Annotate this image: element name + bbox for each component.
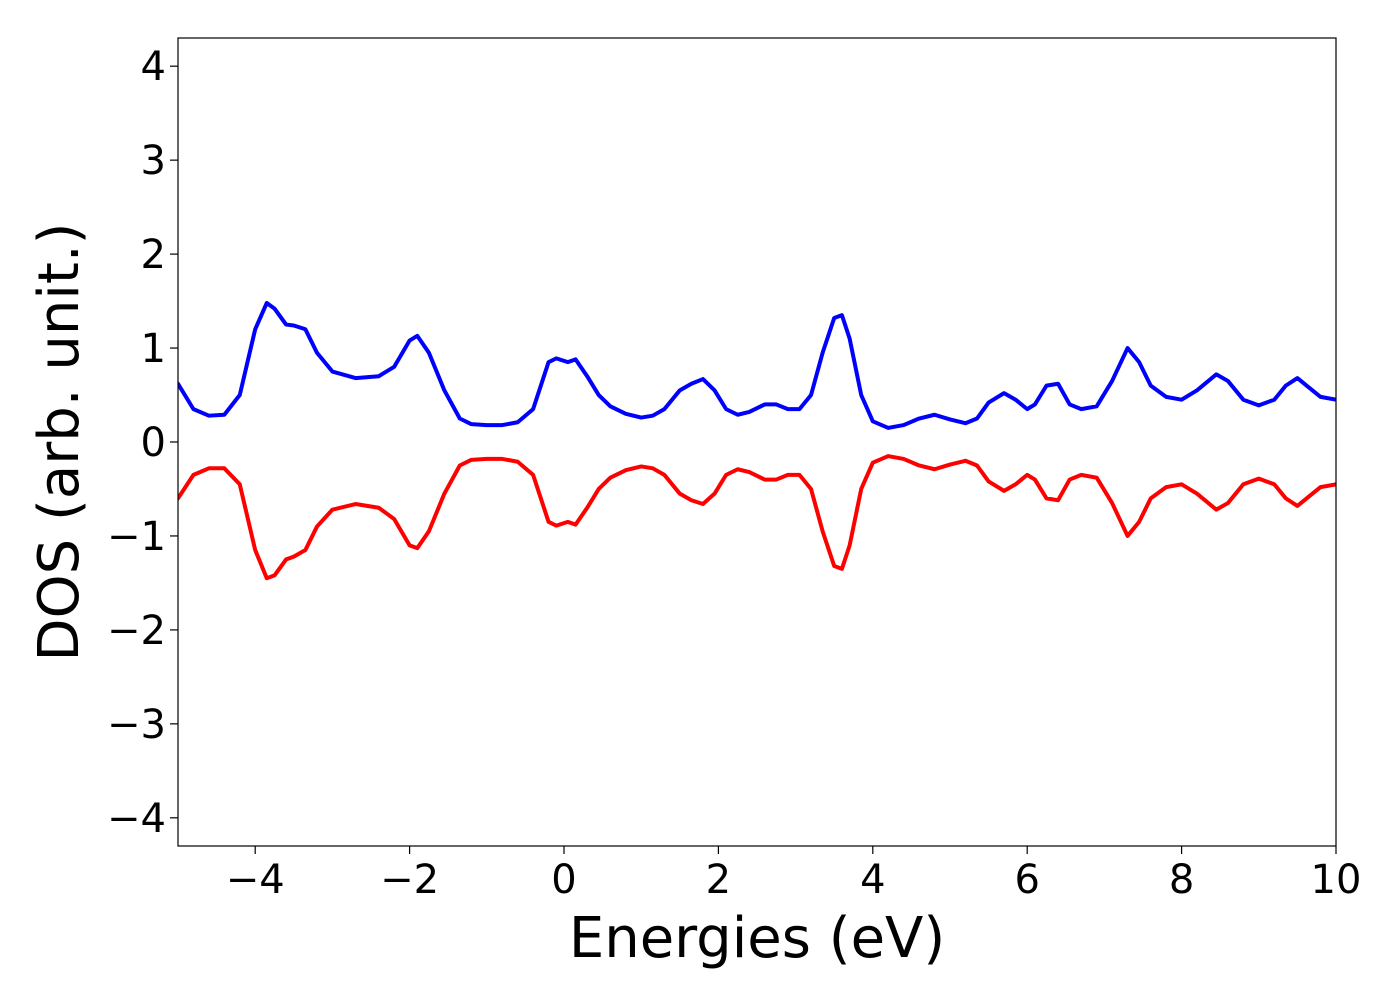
y-tick-label: −2 [107,608,166,654]
y-tick-label: −3 [107,702,166,748]
y-axis-title: DOS (arb. unit.) [27,222,92,661]
x-tick-label: 4 [860,857,885,903]
plot-area [177,37,1337,847]
x-tick-label: 10 [1311,857,1362,903]
y-axis: −4 −3 −2 −1 0 1 2 3 4 [107,44,178,842]
y-tick-label: −1 [107,514,166,560]
x-tick-label: −2 [380,857,439,903]
x-tick-label: 0 [551,857,576,903]
y-tick-label: −4 [107,796,166,842]
plot-frame [177,37,1337,847]
y-tick-label: 4 [141,44,166,90]
x-tick-label: 2 [706,857,731,903]
x-tick-label: −4 [226,857,285,903]
y-tick-label: 1 [141,326,166,372]
y-tick-label: 2 [141,232,166,278]
series-line-1 [178,300,1336,430]
y-tick-label: 0 [141,420,166,466]
x-tick-label: 8 [1169,857,1194,903]
y-tick-label: 3 [141,138,166,184]
x-tick-label: 6 [1014,857,1039,903]
x-axis-title: Energies (eV) [569,906,945,971]
series-line-2 [178,454,1336,581]
x-axis: −4 −2 0 2 4 6 8 10 [226,846,1362,903]
